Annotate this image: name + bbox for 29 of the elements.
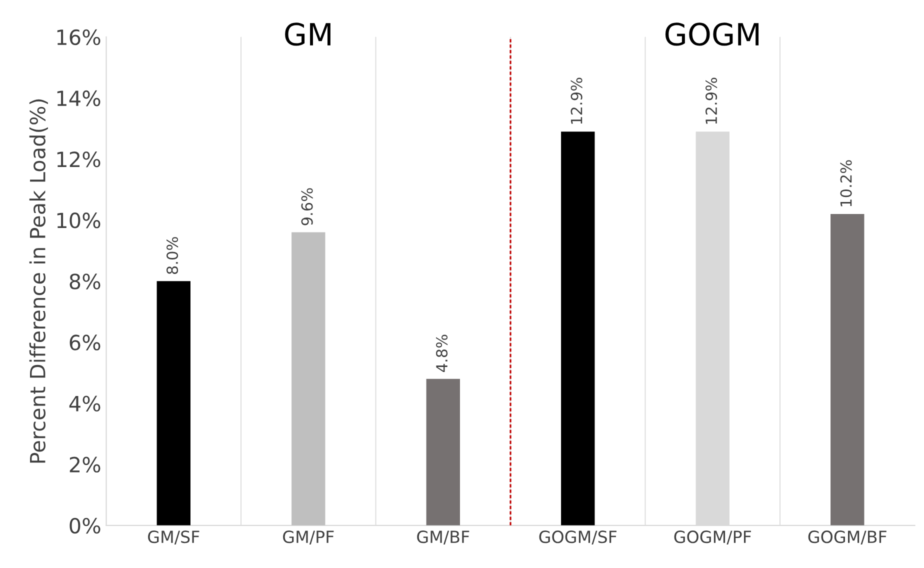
y-tick-label: 2% — [70, 456, 100, 473]
x-tick-label: GM/PF — [283, 530, 334, 544]
bar — [292, 232, 326, 526]
x-tick-label: GOGM/BF — [808, 530, 886, 544]
data-label: 12.9% — [570, 78, 582, 124]
y-axis-title: Percent Difference in Peak Load(%) — [29, 99, 48, 463]
bar — [426, 378, 460, 526]
data-label: 10.2% — [840, 160, 852, 206]
y-tick-label: 0% — [70, 518, 100, 534]
y-tick-label: 16% — [57, 29, 100, 46]
data-label: 12.9% — [706, 78, 718, 124]
y-tick-label: 10% — [57, 212, 100, 228]
bar — [830, 214, 864, 526]
y-tick-label: 4% — [69, 396, 100, 412]
data-label: 4.8% — [436, 334, 448, 372]
y-tick-label: 8% — [70, 274, 100, 290]
x-tick-label: GM/SF — [148, 530, 200, 544]
y-tick-label: 12% — [57, 151, 100, 168]
x-tick-label: GOGM/SF — [539, 530, 616, 544]
data-label: 8.0% — [166, 237, 178, 274]
bar — [561, 132, 595, 526]
y-tick-label: 14% — [57, 90, 100, 106]
bar — [156, 281, 190, 526]
y-tick-label: 6% — [70, 334, 100, 350]
annotation: GOGM — [665, 22, 759, 46]
annotation: GM — [285, 22, 330, 46]
data-label: 9.6% — [301, 188, 313, 226]
x-tick-label: GM/BF — [417, 530, 470, 544]
x-tick-label: GOGM/PF — [674, 530, 751, 544]
